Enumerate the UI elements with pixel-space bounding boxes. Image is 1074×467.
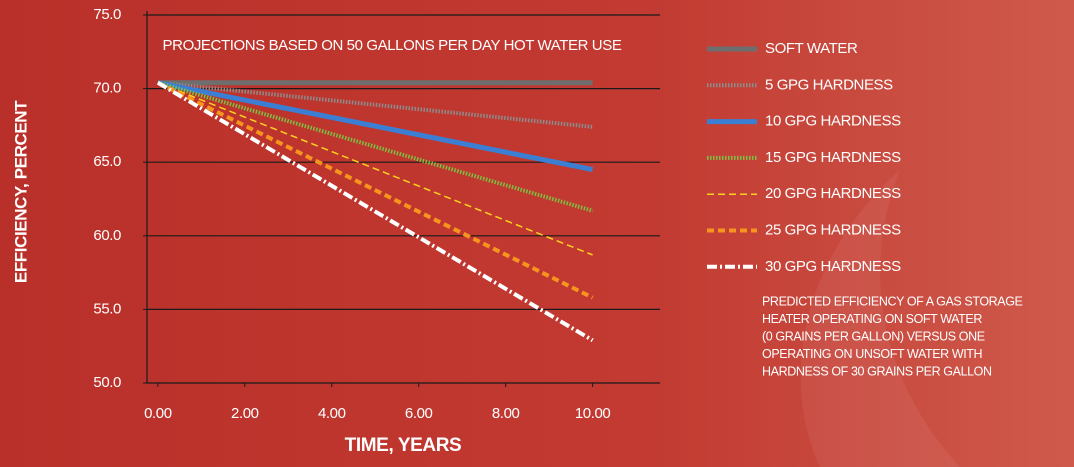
x-tick-label: 0.00 bbox=[144, 405, 172, 422]
x-tick-label: 4.00 bbox=[318, 405, 346, 422]
y-tick-label: 70.0 bbox=[93, 80, 121, 97]
x-tick-label: 10.00 bbox=[575, 405, 611, 422]
x-tick-label: 6.00 bbox=[405, 405, 433, 422]
legend-label: 30 GPG HARDNESS bbox=[765, 258, 901, 275]
note-line: PREDICTED EFFICIENCY OF A GAS STORAGE bbox=[762, 294, 1023, 308]
note-line: (0 GRAINS PER GALLON) VERSUS ONE bbox=[762, 329, 985, 343]
legend-label: 15 GPG HARDNESS bbox=[765, 149, 901, 166]
x-tick-label: 2.00 bbox=[231, 405, 259, 422]
note-line: HEATER OPERATING ON SOFT WATER bbox=[762, 312, 982, 326]
annotation: PROJECTIONS BASED ON 50 GALLONS PER DAY … bbox=[163, 37, 622, 54]
page: PROJECTIONS BASED ON 50 GALLONS PER DAY … bbox=[0, 0, 1074, 467]
note-line: OPERATING ON UNSOFT WATER WITH bbox=[762, 347, 983, 361]
y-tick-label: 65.0 bbox=[93, 153, 121, 170]
y-tick-label: 75.0 bbox=[93, 6, 121, 23]
legend-label: 10 GPG HARDNESS bbox=[765, 113, 901, 130]
x-tick-label: 8.00 bbox=[492, 405, 520, 422]
note-line: HARDNESS OF 30 GRAINS PER GALLON bbox=[762, 364, 992, 378]
y-tick-label: 50.0 bbox=[93, 374, 121, 391]
y-axis-title: EFFICIENCY, PERCENT bbox=[11, 100, 30, 283]
legend-label: 25 GPG HARDNESS bbox=[765, 221, 901, 238]
legend-label: 20 GPG HARDNESS bbox=[765, 185, 901, 202]
x-axis-title: TIME, YEARS bbox=[345, 435, 462, 456]
legend-label: SOFT WATER bbox=[765, 40, 858, 57]
legend-label: 5 GPG HARDNESS bbox=[765, 76, 893, 93]
y-tick-label: 55.0 bbox=[93, 300, 121, 317]
y-tick-label: 60.0 bbox=[93, 227, 121, 244]
chart: PROJECTIONS BASED ON 50 GALLONS PER DAY … bbox=[0, 0, 1074, 467]
